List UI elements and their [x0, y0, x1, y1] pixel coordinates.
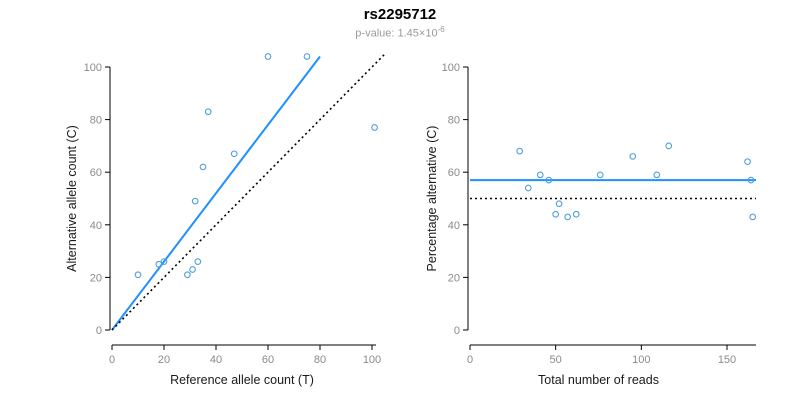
- x-tick-label: 80: [314, 354, 326, 366]
- x-axis-label: Reference allele count (T): [170, 373, 314, 387]
- charts-row: 0 20 40 60 80 100 0 20 40 60 80 100 Reference allele…: [0, 40, 800, 400]
- percentage-vs-reads-plot: 0 50 100 150 0 20 40 60 80 100 Total number of rea…: [425, 62, 757, 387]
- y-tick-label: 20: [90, 272, 102, 284]
- y-tick-label: 100: [84, 62, 102, 74]
- data-point: [191, 197, 199, 205]
- data-point: [194, 258, 202, 265]
- data-point: [536, 171, 544, 179]
- x-tick-label: 100: [632, 354, 650, 366]
- data-point: [747, 176, 755, 184]
- y-tick-label: 60: [90, 167, 102, 179]
- data-point: [564, 213, 572, 221]
- x-axis-label: Total number of reads: [538, 373, 659, 387]
- data-point: [552, 210, 560, 218]
- data-point: [524, 184, 532, 192]
- chart-percentage-reads: 0 50 100 150 0 20 40 60 80 100 Total number of rea…: [400, 40, 800, 400]
- y-tick-label: 0: [96, 325, 102, 337]
- y-axis-label: Alternative allele count (C): [65, 125, 79, 272]
- p-value-exponent: -6: [437, 25, 445, 34]
- data-point: [264, 53, 272, 60]
- figure-header: rs2295712 p-value: 1.45×10-6: [0, 6, 800, 40]
- data-point: [596, 171, 604, 179]
- y-tick-label: 80: [90, 115, 102, 127]
- x-tick-label: 0: [467, 354, 473, 366]
- data-point: [230, 150, 238, 158]
- data-point: [189, 266, 196, 273]
- y-tick-label: 20: [448, 272, 460, 284]
- data-point: [516, 147, 524, 155]
- x-tick-label: 0: [109, 354, 115, 366]
- data-point: [572, 210, 580, 218]
- x-tick-label: 20: [158, 354, 170, 366]
- x-tick-label: 150: [718, 354, 736, 366]
- data-point: [653, 171, 661, 179]
- regression-line: [111, 55, 321, 331]
- data-point: [303, 53, 311, 60]
- figure-title: rs2295712: [363, 6, 437, 23]
- x-tick-label: 50: [550, 354, 562, 366]
- data-point: [160, 258, 168, 265]
- y-tick-label: 100: [442, 62, 460, 74]
- y-axis-label: Percentage alternative (C): [425, 126, 439, 272]
- data-point: [371, 124, 378, 131]
- y-tick-label: 60: [448, 167, 460, 179]
- y-tick-label: 80: [448, 115, 460, 127]
- chart-allele-counts: 0 20 40 60 80 100 0 20 40 60 80 100 Reference allele…: [0, 40, 400, 400]
- figure-subtitle: p-value: 1.45×10-6: [0, 25, 800, 40]
- y-tick-label: 0: [454, 325, 460, 337]
- data-point: [199, 163, 207, 171]
- x-tick-label: 40: [210, 354, 222, 366]
- data-point: [744, 158, 751, 166]
- x-tick-label: 100: [363, 354, 381, 366]
- data-point: [134, 271, 142, 279]
- data-point: [204, 108, 212, 116]
- allele-counts-plot: 0 20 40 60 80 100 0 20 40 60 80 100 Reference allele…: [65, 53, 386, 387]
- data-point: [629, 153, 637, 160]
- identity-line: [111, 53, 386, 331]
- data-point: [545, 176, 553, 184]
- y-tick-label: 40: [90, 220, 102, 232]
- data-point: [155, 260, 163, 268]
- data-point: [184, 271, 191, 279]
- data-point: [749, 213, 757, 221]
- y-tick-label: 40: [448, 220, 460, 232]
- data-point: [665, 142, 673, 150]
- x-tick-label: 60: [262, 354, 274, 366]
- p-value-text: p-value: 1.45×10: [355, 27, 438, 40]
- data-point: [555, 200, 563, 208]
